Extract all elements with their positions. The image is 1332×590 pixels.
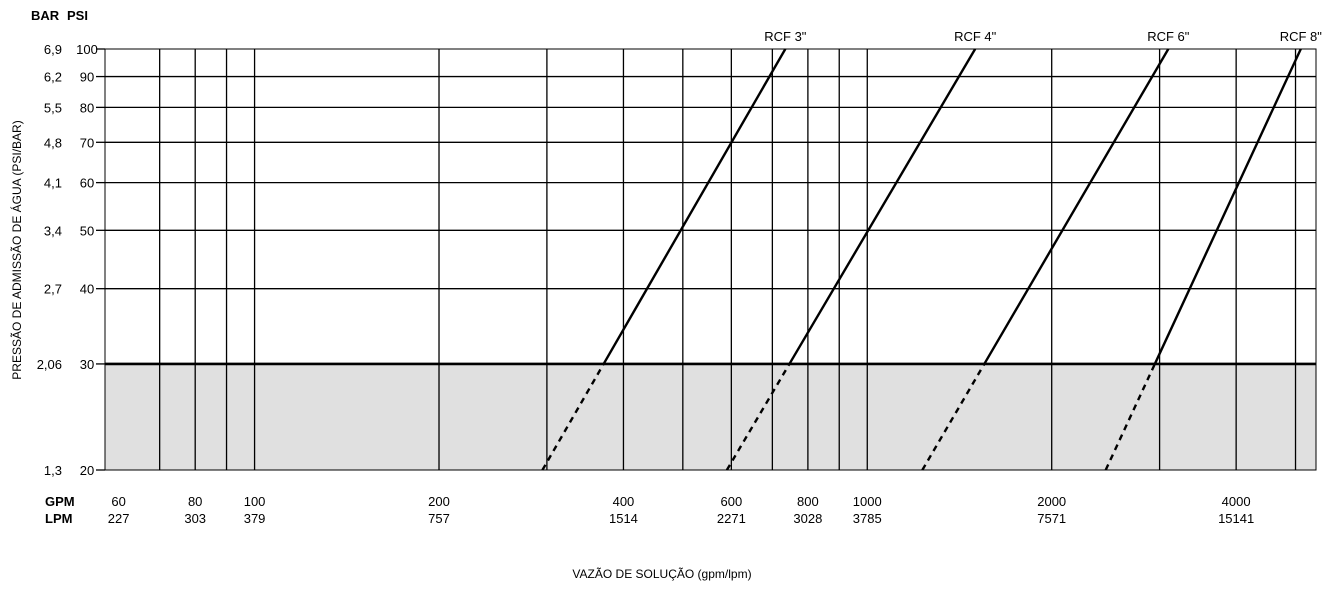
x-tick-label-lpm: 303	[184, 511, 206, 526]
y-tick-label-bar: 5,5	[44, 100, 62, 115]
psi-header: PSI	[67, 8, 88, 23]
series-line	[602, 48, 787, 365]
x-tick-label-lpm: 1514	[609, 511, 638, 526]
y-tick-label-bar: 4,1	[44, 176, 62, 191]
x-tick-label-lpm: 3785	[853, 511, 882, 526]
x-tick-label-lpm: 379	[244, 511, 266, 526]
lpm-row-label: LPM	[45, 511, 72, 526]
x-tick-label-lpm: 757	[428, 511, 450, 526]
plot-frame	[104, 48, 1317, 471]
x-tick-label-gpm: 1000	[853, 494, 882, 509]
x-tick-label-gpm: 4000	[1222, 494, 1251, 509]
y-tick-label-psi: 50	[80, 223, 94, 238]
y-tick-label-bar: 2,7	[44, 282, 62, 297]
series-label: RCF 6"	[1147, 29, 1190, 44]
y-tick-label-bar: 2,06	[37, 357, 62, 372]
x-tick-label-lpm: 7571	[1037, 511, 1066, 526]
x-tick-label-lpm: 3028	[793, 511, 822, 526]
shaded-low-pressure-region	[105, 363, 1316, 470]
gpm-row-label: GPM	[45, 494, 75, 509]
series-line	[1153, 48, 1302, 365]
bar-header: BAR	[31, 8, 60, 23]
x-tick-label-gpm: 2000	[1037, 494, 1066, 509]
x-tick-label-gpm: 600	[720, 494, 742, 509]
x-tick-label-lpm: 227	[108, 511, 130, 526]
series-line-dashed	[1104, 363, 1156, 471]
x-tick-label-gpm: 80	[188, 494, 202, 509]
series-label: RCF 3"	[764, 29, 807, 44]
y-tick-label-psi: 30	[80, 357, 94, 372]
series-line	[788, 48, 977, 365]
x-tick-label-lpm: 15141	[1218, 511, 1254, 526]
series-line	[983, 48, 1170, 365]
x-tick-label-gpm: 800	[797, 494, 819, 509]
y-tick-label-psi: 80	[80, 100, 94, 115]
y-tick-label-psi: 100	[76, 42, 98, 57]
x-tick-label-gpm: 100	[244, 494, 266, 509]
x-gridlines	[159, 49, 1297, 470]
y-tick-label-bar: 3,4	[44, 223, 62, 238]
y-tick-label-bar: 6,9	[44, 42, 62, 57]
series-line-dashed	[725, 363, 791, 471]
series-line-dashed	[921, 363, 986, 471]
series-label: RCF 8"	[1280, 29, 1323, 44]
x-axis-title: VAZÃO DE SOLUÇÃO (gpm/lpm)	[572, 567, 751, 581]
y-tick-label-psi: 90	[80, 70, 94, 85]
y-axis-labels: 6,9 100 6,2 90 5,5 80 4,8 70 4,1 60 3,4 50 2,7 40 2,06…	[37, 42, 98, 478]
series-line-dashed	[541, 363, 605, 471]
y-axis-title: PRESSÃO DE ADMISSÃO DE ÁGUA (PSI/BAR)	[9, 120, 24, 379]
y-tick-label-psi: 70	[80, 135, 94, 150]
y-tick-label-psi: 40	[80, 282, 94, 297]
y-tick-label-psi: 20	[80, 463, 94, 478]
y-tick-label-bar: 1,3	[44, 463, 62, 478]
x-tick-label-gpm: 200	[428, 494, 450, 509]
y-tick-label-bar: 4,8	[44, 135, 62, 150]
x-tick-label-gpm: 400	[613, 494, 635, 509]
x-axis-labels: 60 227 80 303 100 379 200 757 400 1514 600 2271 800 3…	[108, 494, 1254, 526]
y-tick-label-psi: 60	[80, 176, 94, 191]
y-tick-label-bar: 6,2	[44, 70, 62, 85]
x-tick-label-gpm: 60	[111, 494, 125, 509]
x-tick-label-lpm: 2271	[717, 511, 746, 526]
series-label: RCF 4"	[954, 29, 997, 44]
series-layer: RCF 3" RCF 4" RCF 6" RCF 8"	[541, 29, 1323, 471]
